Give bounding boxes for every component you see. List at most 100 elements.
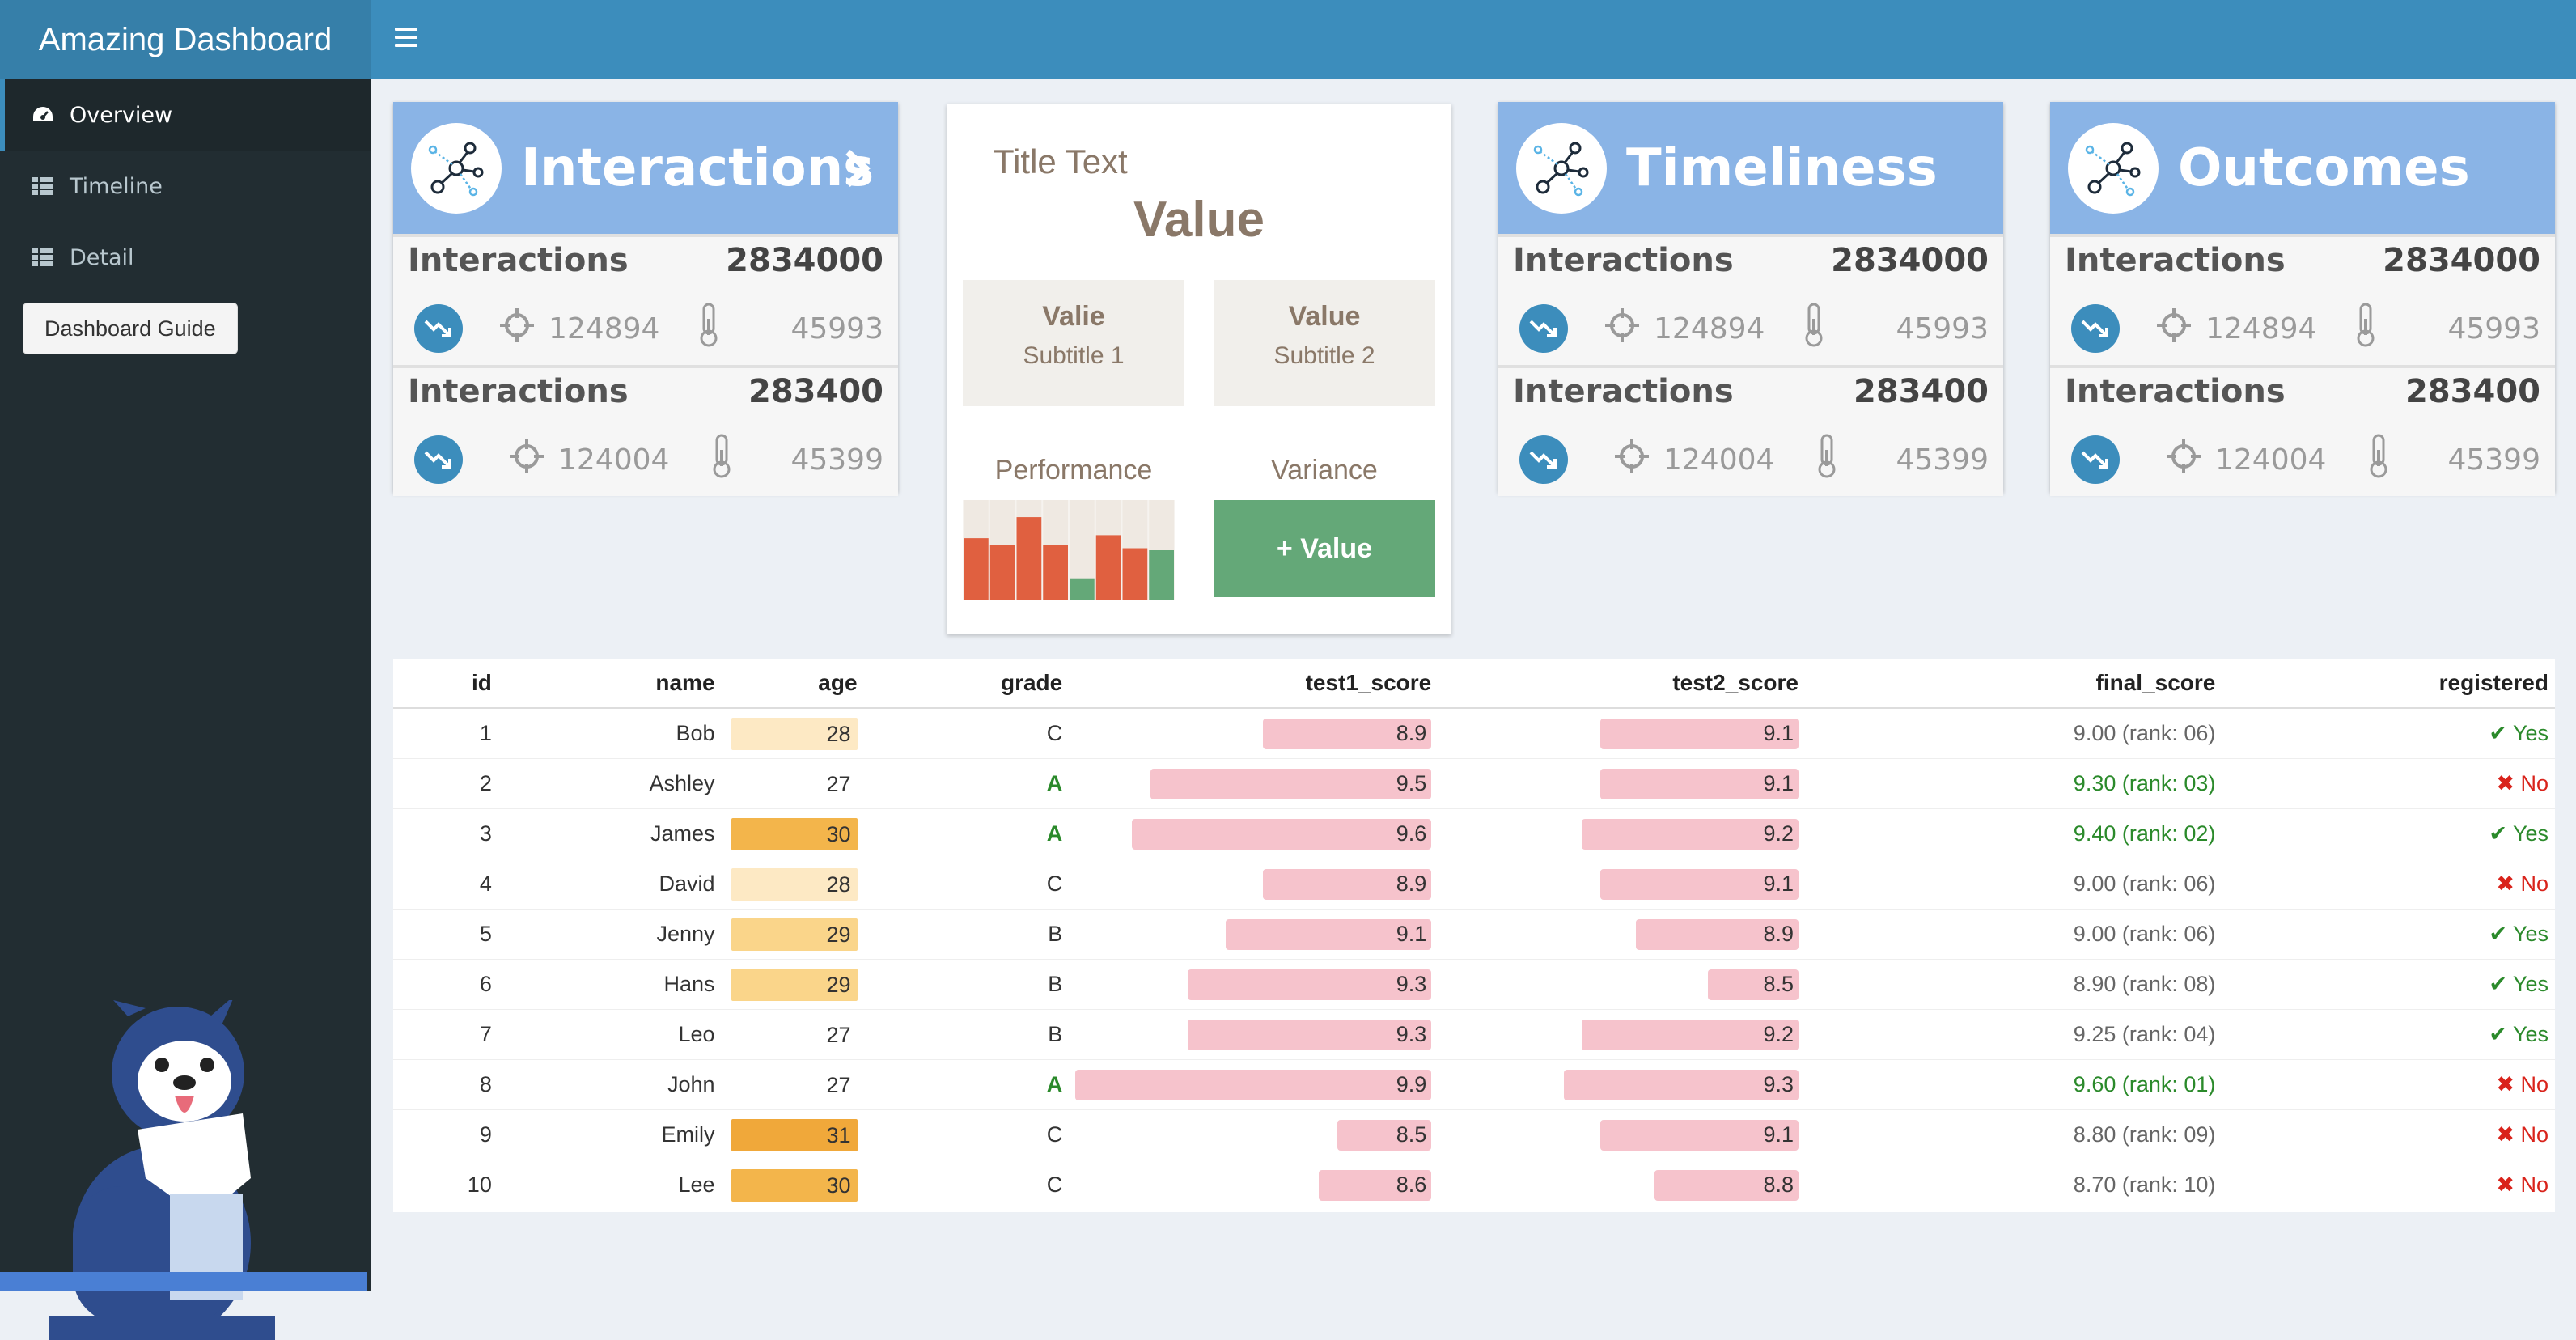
cell-grade: B: [863, 1009, 1070, 1060]
cell-id: 10: [393, 1160, 498, 1210]
cell-age: 29: [721, 959, 864, 1010]
cell-age: 30: [721, 1160, 864, 1210]
table-header-row: id name age grade test1_score test2_scor…: [393, 659, 2555, 709]
table-row[interactable]: 8 John 27 A 9.9 9.3 9.60 (rank: 01) ✖ No: [393, 1059, 2555, 1110]
value-box-title: Timeliness: [1626, 138, 1938, 198]
cell-test2-score: 9.2: [1438, 1009, 1805, 1060]
app-logo[interactable]: Amazing Dashboard: [0, 0, 371, 79]
column-header-id[interactable]: id: [393, 659, 498, 709]
trend-down-icon: [2071, 304, 2120, 353]
table-row[interactable]: 5 Jenny 29 B 9.1 8.9 9.00 (rank: 06) ✔ Y…: [393, 909, 2555, 960]
cell-registered: ✖ No: [2222, 1160, 2555, 1210]
row-value-1: 124894: [549, 312, 660, 346]
cell-name: Lee: [498, 1160, 722, 1210]
registered-text: Yes: [2512, 972, 2548, 996]
column-header-test2-score[interactable]: test2_score: [1438, 659, 1805, 709]
cell-registered: ✖ No: [2222, 859, 2555, 910]
cell-test2-score: 9.3: [1438, 1059, 1805, 1110]
chevron-right-icon[interactable]: [843, 147, 871, 189]
value-box-title: Interactions: [521, 138, 875, 198]
cell-test1-score: 9.6: [1069, 808, 1438, 859]
cell-final-score: 9.00 (rank: 06): [1804, 859, 2222, 910]
value-box-title: Outcomes: [2178, 138, 2470, 198]
row-value-2: 45993: [790, 312, 883, 346]
cell-final-score: 9.40 (rank: 02): [1804, 808, 2222, 859]
cell-test2-score: 8.5: [1438, 959, 1805, 1010]
age-value: 27: [826, 771, 851, 796]
column-header-test1-score[interactable]: test1_score: [1069, 659, 1438, 709]
value-box-row: Interactions 2834000 124894 45993: [1498, 234, 2003, 365]
value-box-row: Interactions 2834000 124894 45993: [393, 234, 898, 365]
card-value: Value: [1133, 192, 1265, 248]
cell-grade: A: [863, 808, 1070, 859]
test2-score-bar: 8.8: [1654, 1169, 1799, 1201]
cell-id: 3: [393, 808, 498, 859]
column-header-grade[interactable]: grade: [863, 659, 1070, 709]
table-row[interactable]: 1 Bob 28 C 8.9 9.1 9.00 (rank: 06) ✔ Yes: [393, 707, 2555, 759]
table-row[interactable]: 10 Lee 30 C 8.6 8.8 8.70 (rank: 10) ✖ No: [393, 1160, 2555, 1210]
column-header-age[interactable]: age: [721, 659, 864, 709]
cell-name: Bob: [498, 707, 722, 759]
app-title: Amazing Dashboard: [38, 21, 333, 57]
value-box-timeliness: Timeliness Interactions 2834000 124894 45…: [1498, 102, 2003, 496]
crosshairs-icon: [498, 307, 536, 351]
value-box-header: Outcomes: [2050, 102, 2555, 234]
cell-final-score: 9.25 (rank: 04): [1804, 1009, 2222, 1060]
cell-registered: ✔ Yes: [2222, 909, 2555, 960]
variance-value-button[interactable]: + Value: [1214, 500, 1435, 597]
test2-score-bar: 9.1: [1599, 868, 1799, 900]
table-row[interactable]: 2 Ashley 27 A 9.5 9.1 9.30 (rank: 03) ✖ …: [393, 758, 2555, 809]
performance-bar: [1016, 517, 1042, 600]
cell-id: 6: [393, 959, 498, 1010]
age-value: 30: [731, 817, 858, 850]
performance-bar: [1070, 578, 1095, 600]
table-row[interactable]: 6 Hans 29 B 9.3 8.5 8.90 (rank: 08) ✔ Ye…: [393, 959, 2555, 1010]
network-icon: [2068, 122, 2159, 214]
performance-bar: [1043, 545, 1068, 600]
test2-score-bar: 9.1: [1599, 1119, 1799, 1151]
age-value: 27: [826, 1022, 851, 1047]
table-row[interactable]: 4 David 28 C 8.9 9.1 9.00 (rank: 06) ✖ N…: [393, 859, 2555, 910]
cell-age: 27: [721, 1009, 864, 1060]
menu-toggle-icon[interactable]: [395, 28, 417, 50]
table-row[interactable]: 3 James 30 A 9.6 9.2 9.40 (rank: 02) ✔ Y…: [393, 808, 2555, 859]
cell-name: James: [498, 808, 722, 859]
row-value-2: 45993: [2447, 312, 2540, 346]
sidebar-item-overview[interactable]: Overview: [0, 79, 371, 151]
value-box-outcomes: Outcomes Interactions 2834000 124894 4599…: [2050, 102, 2555, 496]
cell-name: Leo: [498, 1009, 722, 1060]
table-row[interactable]: 9 Emily 31 C 8.5 9.1 8.80 (rank: 09) ✖ N…: [393, 1109, 2555, 1160]
dashboard-guide-button[interactable]: Dashboard Guide: [23, 303, 238, 354]
cell-final-score: 8.80 (rank: 09): [1804, 1109, 2222, 1160]
cell-id: 1: [393, 707, 498, 759]
column-header-name[interactable]: name: [498, 659, 722, 709]
row-total: 2834000: [2383, 242, 2540, 279]
cell-id: 5: [393, 909, 498, 960]
cell-test2-score: 8.9: [1438, 909, 1805, 960]
crosshairs-icon: [1604, 307, 1641, 351]
age-value: 27: [826, 1072, 851, 1097]
test1-score-bar: 8.9: [1262, 868, 1432, 900]
cell-registered: ✖ No: [2222, 1109, 2555, 1160]
cell-final-score: 8.90 (rank: 08): [1804, 959, 2222, 1010]
cell-registered: ✔ Yes: [2222, 707, 2555, 759]
sidebar-item-timeline[interactable]: Timeline: [0, 151, 371, 222]
tile-title: Valie: [1042, 301, 1105, 332]
row-label: Interactions: [2065, 373, 2286, 410]
thermometer-icon: [710, 434, 734, 486]
tile-subtitle: Subtitle 1: [1023, 342, 1125, 369]
column-header-final-score[interactable]: final_score: [1804, 659, 2222, 709]
sidebar-item-detail[interactable]: Detail: [0, 222, 371, 293]
thermometer-icon: [697, 303, 721, 355]
cell-final-score: 8.70 (rank: 10): [1804, 1160, 2222, 1210]
row-label: Interactions: [408, 373, 629, 410]
cell-grade: A: [863, 1059, 1070, 1110]
age-value: 28: [731, 717, 858, 750]
test2-score-bar: 9.3: [1563, 1069, 1799, 1100]
row-value-1: 124894: [2205, 312, 2317, 346]
column-header-registered[interactable]: registered: [2222, 659, 2555, 709]
table-row[interactable]: 7 Leo 27 B 9.3 9.2 9.25 (rank: 04) ✔ Yes: [393, 1009, 2555, 1060]
sidebar-item-label: Overview: [70, 102, 173, 128]
row-total: 283400: [1854, 373, 1989, 410]
row-value-2: 45993: [1896, 312, 1989, 346]
